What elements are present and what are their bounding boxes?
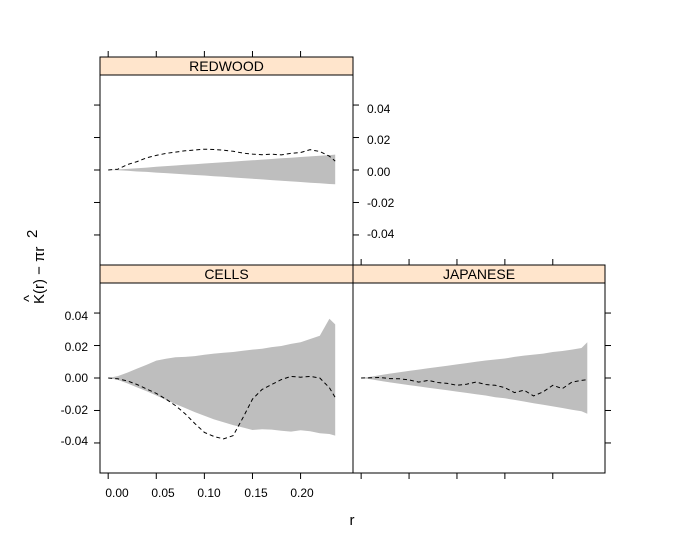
panel-cells-strip-label: CELLS	[204, 266, 248, 282]
panel-cells: CELLS	[99, 264, 354, 474]
y-tick-label-right-2: 0.00	[367, 165, 391, 179]
x-tick-label-0: 0.00	[105, 486, 129, 500]
x-axis-labels: 0.00 0.05 0.10 0.15 0.20	[105, 486, 314, 500]
x-tick-label-3: 0.15	[244, 486, 268, 500]
y-tick-label-right-0: 0.04	[367, 102, 391, 116]
panel-japanese: JAPANESE	[352, 264, 606, 474]
y-tick-label-left-4: -0.04	[61, 434, 89, 448]
panel-redwood-plot	[108, 148, 336, 185]
envelope-area-redwood	[108, 154, 336, 185]
y-tick-label-right-4: -0.04	[367, 227, 395, 241]
y-tick-label-left-2: 0.00	[65, 371, 89, 385]
panel-cells-plot	[108, 318, 336, 440]
envelope-area-cells	[108, 318, 336, 436]
envelope-area-japanese	[361, 342, 588, 414]
axis-ticks	[94, 51, 611, 479]
panel-japanese-plot	[361, 342, 588, 414]
x-tick-label-2: 0.10	[197, 486, 221, 500]
y-axis-right-labels: 0.04 0.02 0.00 -0.02 -0.04	[367, 102, 395, 241]
observed-line-japanese	[361, 376, 588, 397]
y-axis-title-sup: 2	[24, 230, 41, 238]
y-tick-label-left-0: 0.04	[65, 309, 89, 323]
panel-redwood: REDWOOD	[99, 56, 354, 266]
y-axis-title: ^ K(r) − πr 2	[21, 230, 48, 304]
y-tick-label-right-1: 0.02	[367, 133, 391, 147]
panel-japanese-strip-label: JAPANESE	[443, 266, 515, 282]
panel-redwood-strip-label: REDWOOD	[189, 58, 264, 74]
y-axis-title-main: K(r) − πr	[31, 247, 48, 304]
y-tick-label-left-3: -0.02	[61, 403, 89, 417]
observed-line-cells	[108, 375, 336, 440]
x-tick-label-1: 0.05	[151, 486, 175, 500]
x-axis-title: r	[350, 512, 355, 529]
y-tick-label-left-1: 0.02	[65, 340, 89, 354]
y-axis-title-hat: ^	[21, 295, 38, 302]
x-tick-label-4: 0.20	[290, 486, 314, 500]
y-axis-left-labels: 0.04 0.02 0.00 -0.02 -0.04	[61, 309, 89, 448]
y-tick-label-right-3: -0.02	[367, 196, 395, 210]
